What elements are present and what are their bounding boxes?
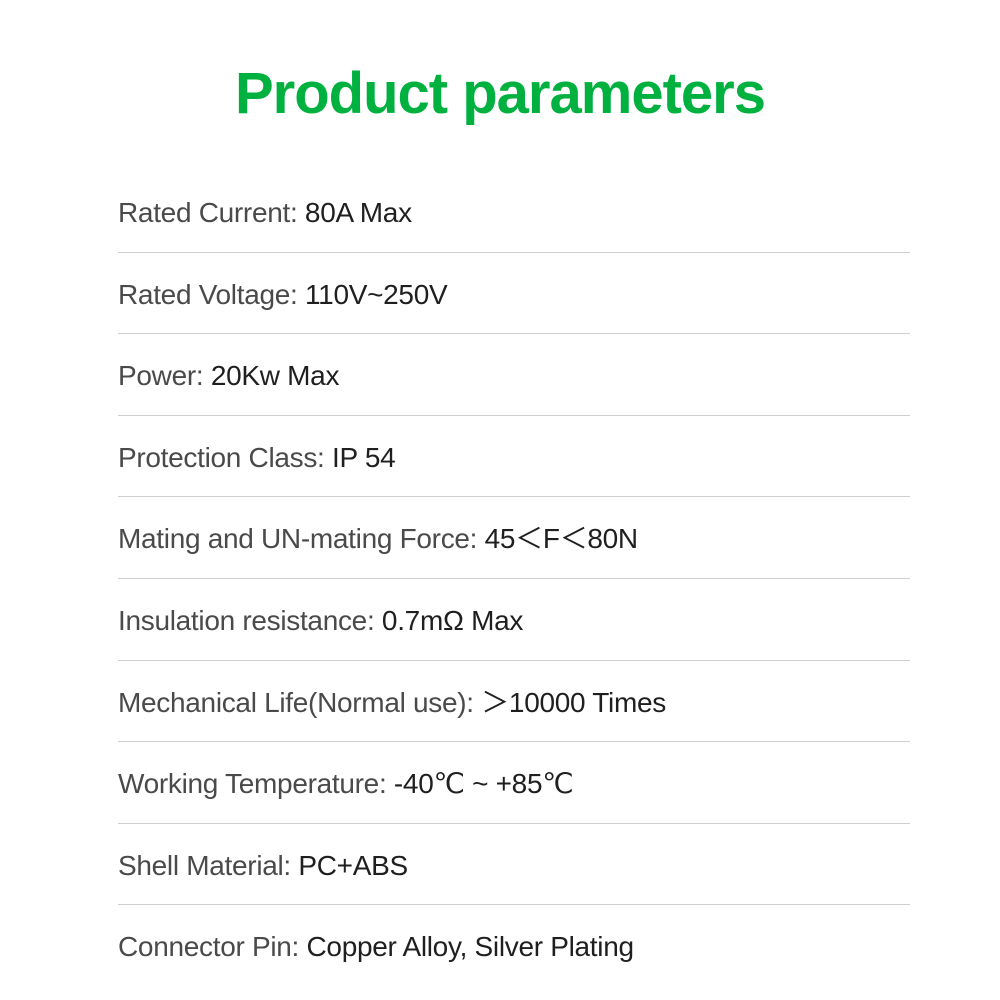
param-value: 20Kw Max: [211, 360, 339, 391]
param-label: Connector Pin:: [118, 931, 307, 962]
param-row: Working Temperature: -40℃ ~ +85℃: [118, 742, 910, 824]
param-row: Protection Class: IP 54: [118, 416, 910, 498]
param-row: Power: 20Kw Max: [118, 334, 910, 416]
param-value: 45＜F＜80N: [485, 523, 638, 554]
param-row: Insulation resistance: 0.7mΩ Max: [118, 579, 910, 661]
param-label: Working Temperature:: [118, 768, 394, 799]
parameter-list: Rated Current: 80A Max Rated Voltage: 11…: [90, 171, 910, 986]
param-row: Mechanical Life(Normal use): ＞10000 Time…: [118, 661, 910, 743]
param-row: Connector Pin: Copper Alloy, Silver Plat…: [118, 905, 910, 986]
param-value: 80A Max: [305, 197, 412, 228]
param-value: ＞10000 Times: [481, 687, 666, 718]
param-label: Protection Class:: [118, 442, 332, 473]
param-label: Shell Material:: [118, 850, 298, 881]
param-label: Power:: [118, 360, 211, 391]
param-value: -40℃ ~ +85℃: [394, 768, 573, 799]
param-value: 110V~250V: [305, 279, 447, 310]
param-row: Rated Voltage: 110V~250V: [118, 253, 910, 335]
param-row: Shell Material: PC+ABS: [118, 824, 910, 906]
param-value: PC+ABS: [298, 850, 407, 881]
param-row: Mating and UN-mating Force: 45＜F＜80N: [118, 497, 910, 579]
page: Product parameters Rated Current: 80A Ma…: [0, 0, 1000, 1000]
param-label: Rated Voltage:: [118, 279, 305, 310]
param-row: Rated Current: 80A Max: [118, 171, 910, 253]
param-value: IP 54: [332, 442, 395, 473]
page-title: Product parameters: [90, 60, 910, 127]
param-value: 0.7mΩ Max: [382, 605, 523, 636]
param-label: Mechanical Life(Normal use):: [118, 687, 481, 718]
param-label: Mating and UN-mating Force:: [118, 523, 485, 554]
param-label: Rated Current:: [118, 197, 305, 228]
param-value: Copper Alloy, Silver Plating: [307, 931, 634, 962]
param-label: Insulation resistance:: [118, 605, 382, 636]
